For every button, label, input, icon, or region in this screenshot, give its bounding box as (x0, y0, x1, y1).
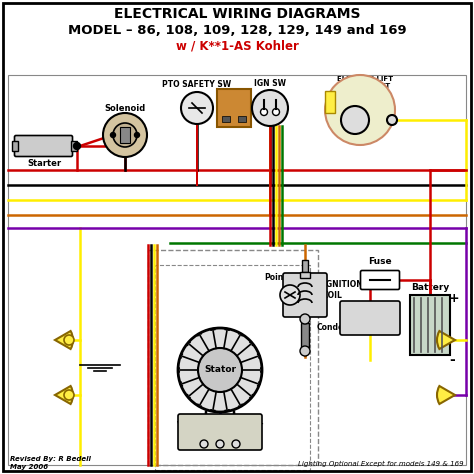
Text: Condenser: Condenser (317, 323, 363, 332)
Text: Revised By: R Bedell
May 2006: Revised By: R Bedell May 2006 (10, 456, 91, 470)
Circle shape (325, 75, 395, 145)
Circle shape (198, 348, 242, 392)
Text: MODEL – 86, 108, 109, 128, 129, 149 and 169: MODEL – 86, 108, 109, 128, 129, 149 and … (68, 24, 406, 36)
Wedge shape (55, 386, 73, 404)
Circle shape (200, 440, 208, 448)
Bar (410, 295, 450, 355)
Circle shape (103, 113, 147, 157)
Circle shape (135, 133, 139, 137)
Text: IGNITION
COIL: IGNITION COIL (323, 280, 363, 300)
Text: Fuse: Fuse (368, 256, 392, 265)
Circle shape (73, 143, 81, 149)
Circle shape (110, 133, 116, 137)
Circle shape (113, 123, 137, 147)
Text: Stator: Stator (204, 365, 236, 374)
Text: w / K**1-AS Kohler: w / K**1-AS Kohler (175, 39, 299, 53)
Bar (300, 272, 310, 278)
Text: Battery: Battery (411, 283, 449, 292)
Circle shape (64, 335, 74, 345)
FancyBboxPatch shape (15, 136, 73, 156)
Text: ELECTRICAL WIRING DIAGRAMS: ELECTRICAL WIRING DIAGRAMS (114, 7, 360, 21)
Text: Points: Points (264, 273, 292, 283)
Bar (8, 75, 466, 465)
Circle shape (273, 109, 280, 116)
Text: +: + (346, 113, 354, 123)
Text: -: - (358, 113, 362, 123)
Circle shape (300, 346, 310, 356)
FancyBboxPatch shape (340, 301, 400, 335)
Text: ELECTRIC LIFT
ATTACHMENT: ELECTRIC LIFT ATTACHMENT (337, 75, 393, 89)
Circle shape (387, 115, 397, 125)
Text: -: - (449, 353, 455, 367)
Circle shape (64, 390, 74, 400)
Circle shape (178, 328, 262, 412)
Text: Voltage Regulator: Voltage Regulator (177, 421, 263, 430)
Bar (222, 116, 230, 122)
Text: Starter: Starter (27, 158, 61, 167)
Wedge shape (437, 386, 455, 404)
FancyBboxPatch shape (283, 273, 327, 317)
Circle shape (252, 90, 288, 126)
Text: CHARGE IND: CHARGE IND (333, 96, 382, 102)
Wedge shape (55, 331, 73, 349)
FancyBboxPatch shape (217, 89, 251, 127)
Wedge shape (437, 331, 455, 349)
Text: Solenoid: Solenoid (104, 103, 146, 112)
Circle shape (232, 440, 240, 448)
Circle shape (181, 92, 213, 124)
Circle shape (261, 109, 267, 116)
FancyBboxPatch shape (361, 271, 400, 290)
Circle shape (300, 314, 310, 324)
Text: Lighting Optional Except for models 149 & 169: Lighting Optional Except for models 149 … (298, 461, 464, 467)
Text: IGN SW: IGN SW (254, 79, 286, 88)
Text: PTO SAFETY SW: PTO SAFETY SW (163, 80, 232, 89)
Circle shape (216, 440, 224, 448)
Text: AC  B  AC: AC B AC (202, 431, 237, 440)
Text: Light Switch: Light Switch (340, 313, 400, 322)
Bar (71, 141, 77, 151)
Bar (12, 141, 18, 151)
Bar (325, 91, 335, 113)
Bar (302, 260, 308, 272)
Text: NEUTRAL
START SW: NEUTRAL START SW (216, 100, 252, 111)
Text: +: + (449, 292, 459, 304)
Bar (238, 116, 246, 122)
FancyBboxPatch shape (178, 414, 262, 450)
Circle shape (341, 106, 369, 134)
Circle shape (280, 285, 300, 305)
Bar (148, 250, 318, 465)
Bar (155, 265, 310, 470)
Bar (301, 323, 309, 347)
Bar (120, 127, 130, 143)
